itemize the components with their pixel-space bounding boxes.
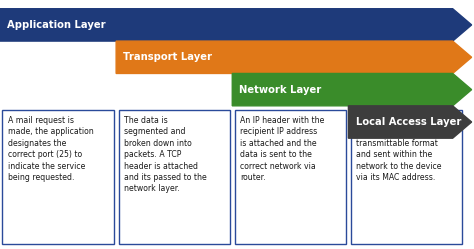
Polygon shape [232,73,472,106]
Text: Application Layer: Application Layer [7,20,106,30]
FancyBboxPatch shape [118,110,230,244]
Text: Network Layer: Network Layer [239,85,322,95]
Text: The data arrives, is
converted to a
transmittable format
and sent within the
net: The data arrives, is converted to a tran… [356,116,442,182]
Text: A mail request is
made, the application
designates the
correct port (25) to
indi: A mail request is made, the application … [8,116,94,182]
Text: Local Access Layer: Local Access Layer [356,117,461,127]
Polygon shape [0,9,472,41]
Polygon shape [116,41,472,73]
FancyBboxPatch shape [351,110,462,244]
FancyBboxPatch shape [235,110,346,244]
Text: Transport Layer: Transport Layer [123,52,212,62]
Text: The data is
segmented and
broken down into
packets. A TCP
header is attached
and: The data is segmented and broken down in… [124,116,207,193]
Polygon shape [348,106,472,138]
Text: An IP header with the
recipient IP address
is attached and the
data is sent to t: An IP header with the recipient IP addre… [240,116,325,182]
FancyBboxPatch shape [2,110,114,244]
